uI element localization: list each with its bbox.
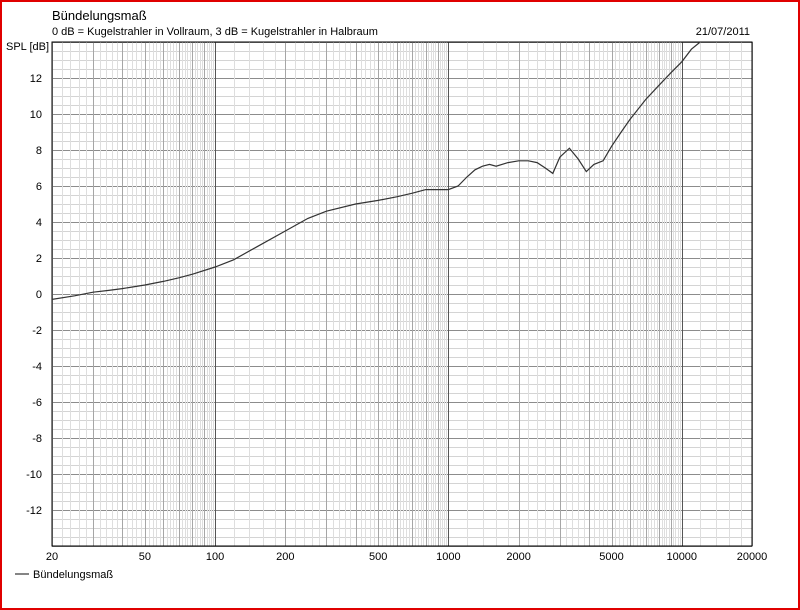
x-tick-label: 50 (139, 551, 151, 563)
y-tick-labels: 12 10 8 6 4 2 0 -2 -4 -6 -8 -10 -12 (26, 73, 42, 517)
y-tick-label: -12 (26, 505, 42, 517)
y-tick-label: -4 (32, 361, 42, 373)
x-tick-label: 100 (206, 551, 224, 563)
x-tick-labels: 20 50 100 200 500 1000 2000 5000 10000 20000 (46, 551, 767, 563)
legend-label: Bündelungsmaß (33, 569, 113, 581)
y-tick-label: -8 (32, 433, 42, 445)
series-line-buendelungsmass (52, 42, 701, 300)
y-tick-label: 6 (36, 181, 42, 193)
grid-lines (52, 42, 753, 547)
y-tick-label: 12 (30, 73, 42, 85)
x-tick-label: 20 (46, 551, 58, 563)
y-axis-label: SPL [dB] (6, 41, 49, 53)
plot-border (51, 41, 753, 547)
y-tick-label: 2 (36, 253, 42, 265)
y-tick-label: 10 (30, 109, 42, 121)
y-tick-label: 8 (36, 145, 42, 157)
x-tick-label: 5000 (599, 551, 623, 563)
chart-subtitle: 0 dB = Kugelstrahler in Vollraum, 3 dB =… (52, 26, 378, 38)
y-tick-label: -6 (32, 397, 42, 409)
x-tick-label: 10000 (666, 551, 697, 563)
y-tick-label: -2 (32, 325, 42, 337)
x-tick-label: 500 (369, 551, 387, 563)
chart-date: 21/07/2011 (696, 26, 750, 38)
chart-title: Bündelungsmaß (52, 8, 147, 23)
y-tick-label: 4 (36, 217, 42, 229)
y-tick-label: 0 (36, 289, 42, 301)
x-tick-label: 200 (276, 551, 294, 563)
x-tick-label: 1000 (436, 551, 460, 563)
x-tick-label: 2000 (506, 551, 530, 563)
y-tick-label: -10 (26, 469, 42, 481)
legend: Bündelungsmaß (15, 569, 113, 581)
x-tick-label: 20000 (737, 551, 768, 563)
